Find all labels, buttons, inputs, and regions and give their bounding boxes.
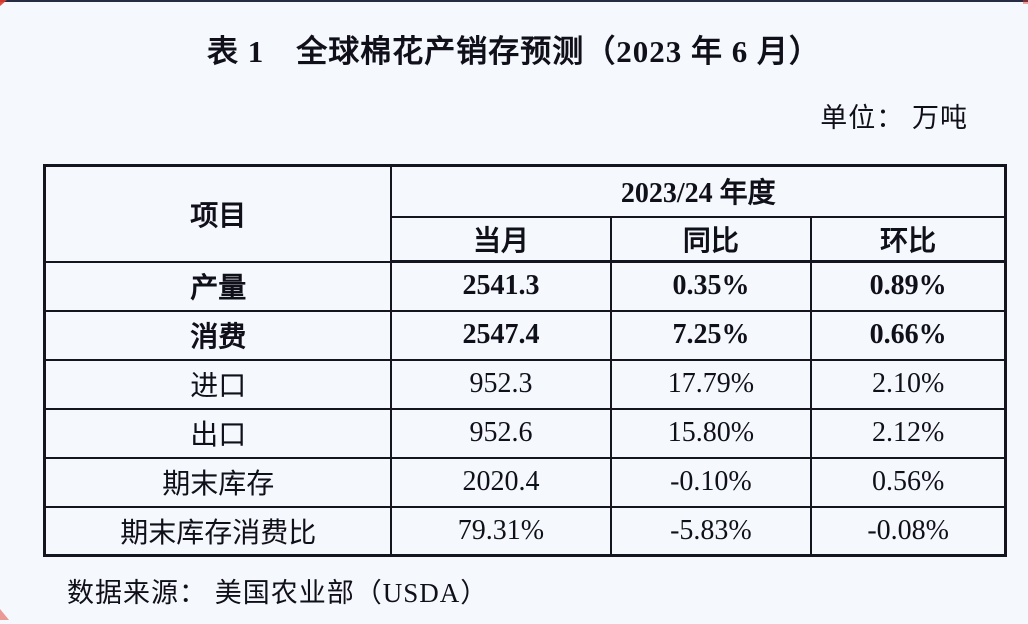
cell-value: 952.3 [390,358,612,410]
cell-value: 0.56% [810,456,1007,508]
cell-value: 952.6 [390,407,612,459]
cell-value: 2020.4 [390,456,612,508]
cell-value: -0.10% [609,456,813,508]
forecast-table-container: 项目 2023/24 年度 当月 同比 环比 产量 2541.3 0.35% 0… [43,164,1007,557]
cell-value: 0.35% [609,260,813,312]
cell-value: 2541.3 [390,260,612,312]
crop-mark-top-right [1023,0,1028,4]
column-header-yoy: 同比 [609,215,813,263]
cell-value: 0.89% [810,260,1007,312]
column-header-current-month: 当月 [390,215,612,263]
unit-label: 单位： 万吨 [820,103,968,133]
column-group-header-year: 2023/24 年度 [390,164,1007,218]
row-label: 出口 [43,407,393,459]
row-label: 期末库存 [43,456,393,508]
column-header-item: 项目 [43,164,393,263]
cell-value: 2.12% [810,407,1007,459]
table-row-exports: 出口 952.6 15.80% 2.12% [43,407,1007,459]
crop-mark-top-left [0,0,7,6]
table-title: 表 1 全球棉花产销存预测（2023 年 6 月） [207,34,821,69]
table-row-imports: 进口 952.3 17.79% 2.10% [43,358,1007,410]
row-label: 进口 [43,358,393,410]
cell-value: 2547.4 [390,309,612,361]
cell-value: 17.79% [609,358,813,410]
cell-value: 2.10% [810,358,1007,410]
cell-value: 15.80% [609,407,813,459]
crop-mark-bottom-left [0,609,9,620]
row-label: 消费 [43,309,393,361]
cell-value: 0.66% [810,309,1007,361]
column-header-mom: 环比 [810,215,1007,263]
table-row-stocks-to-use-ratio: 期末库存消费比 79.31% -5.83% -0.08% [43,505,1007,557]
cotton-forecast-table: 项目 2023/24 年度 当月 同比 环比 产量 2541.3 0.35% 0… [43,164,1007,557]
cell-value: 7.25% [609,309,813,361]
cell-value: -5.83% [609,505,813,557]
cell-value: -0.08% [810,505,1007,557]
header-group-row: 项目 2023/24 年度 [43,164,1007,263]
header-columns-row: 当月 同比 环比 [45,215,1007,263]
table-row-production: 产量 2541.3 0.35% 0.89% [43,260,1007,312]
row-label: 产量 [43,260,393,312]
row-label: 期末库存消费比 [43,505,393,557]
table-row-consumption: 消费 2547.4 7.25% 0.66% [43,309,1007,361]
top-edge-divider [0,0,1028,2]
data-source-note: 数据来源： 美国农业部（USDA） [67,578,489,608]
table-row-ending-stocks: 期末库存 2020.4 -0.10% 0.56% [43,456,1007,508]
cell-value: 79.31% [390,505,612,557]
